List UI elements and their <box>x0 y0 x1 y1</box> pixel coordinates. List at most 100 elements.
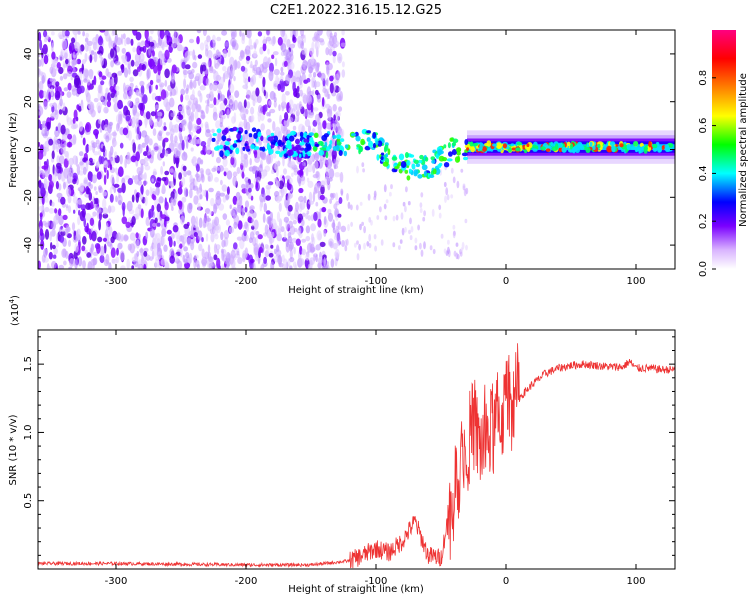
spectrogram-cell <box>85 32 90 38</box>
spectrogram-cell <box>241 134 246 142</box>
spectrogram-cell <box>320 184 325 195</box>
spectrogram-cell <box>173 171 177 180</box>
spectrogram-cell <box>262 76 266 88</box>
spectrogram-ridge-cell <box>526 143 530 147</box>
spectrogram-cell <box>253 242 259 253</box>
spectrogram-cell <box>174 141 179 148</box>
spectrogram-cell <box>129 243 135 254</box>
spectrogram-cell <box>100 245 105 257</box>
spectrogram-ridge-cell <box>466 147 470 151</box>
spectrogram-cell <box>103 124 109 132</box>
spectrogram-cell <box>38 31 42 42</box>
spectrogram-cell <box>154 217 158 224</box>
spectrogram-cell <box>205 104 209 115</box>
snr-y-label: SNR (10 * v/v) <box>8 414 19 485</box>
spectrogram-cell <box>332 50 337 57</box>
spectrogram-cell <box>262 213 266 224</box>
spectrogram-cell <box>132 142 136 154</box>
spectrogram-cell <box>373 190 377 198</box>
spectrogram-cell <box>146 145 149 153</box>
spectrogram-cell <box>250 106 255 115</box>
spectrogram-cell <box>127 63 131 70</box>
spectrogram-ridge-cell <box>253 132 258 139</box>
spectrogram-cell <box>293 246 296 255</box>
spectrogram-cell <box>121 54 128 64</box>
spectrogram-cell <box>213 203 218 214</box>
spectrogram-cell <box>326 108 330 114</box>
spectrogram-cell <box>109 186 113 195</box>
spectrogram-cell <box>99 254 105 264</box>
spectrogram-ridge-cell <box>432 168 437 175</box>
spectrogram-cell <box>241 36 246 45</box>
spectrogram-cell <box>49 77 54 82</box>
spectrogram-cell <box>148 41 155 47</box>
spectrogram-cell <box>103 160 109 168</box>
spectrogram-cell <box>98 185 102 191</box>
spectrogram-cell <box>462 183 466 189</box>
spectrogram-cell <box>223 240 227 247</box>
spectrogram-cell <box>225 219 230 226</box>
spectrogram-cell <box>44 169 49 178</box>
spectrogram-cell <box>105 135 110 143</box>
spectrogram-cell <box>345 238 349 246</box>
spectrogram-cell <box>242 71 249 80</box>
spectrogram-cell <box>69 45 73 54</box>
spectrogram-cell <box>409 217 412 225</box>
spectrogram-cell <box>110 48 114 59</box>
spectrogram-cell <box>252 165 258 171</box>
spectrogram-cell <box>64 227 69 237</box>
spectrogram-cell <box>56 192 63 199</box>
spectrogram-cell <box>335 192 339 201</box>
spectrogram-ridge-cell <box>212 133 217 137</box>
spectrogram-ridge-cell <box>221 135 227 142</box>
spectrogram-cell <box>233 112 237 123</box>
spectrogram-ridge-cell <box>609 141 616 147</box>
spectrogram-ridge-cell <box>630 146 636 150</box>
spectrogram-cell <box>161 228 167 237</box>
spectrogram-cell <box>299 89 303 97</box>
spectrogram-cell <box>64 52 68 60</box>
spectrogram-cell <box>139 80 145 87</box>
spectrogram-cell <box>309 155 314 162</box>
spectrogram-cell <box>82 260 86 269</box>
spectrogram-cell <box>455 252 459 260</box>
spectrogram-cell <box>392 242 396 248</box>
spectrogram-cell <box>189 79 193 89</box>
spectrogram-cell <box>117 166 124 177</box>
spectrogram-cell <box>152 168 157 176</box>
y-tick-label: 1.5 <box>23 356 34 372</box>
spectrogram-cell <box>206 215 210 222</box>
spectrogram-cell <box>71 88 78 96</box>
spectrogram-cell <box>149 118 153 126</box>
spectrogram-cell <box>51 244 56 250</box>
spectrogram-cell <box>310 223 316 232</box>
spectrogram-cell <box>41 75 45 84</box>
spectrogram-cell <box>197 230 203 241</box>
spectrogram-cell <box>155 104 159 110</box>
spectrogram-cell <box>72 123 79 129</box>
spectrogram-cell <box>233 75 236 82</box>
spectrogram-cell <box>314 152 320 161</box>
spectrogram-cell <box>135 151 140 162</box>
spectrogram-cell <box>85 160 91 166</box>
spectrogram-cell <box>64 30 70 37</box>
spectrogram-cell <box>249 158 252 166</box>
spectrogram-cell <box>228 94 234 106</box>
spectrogram-cell <box>278 218 283 228</box>
spectrogram-cell <box>265 195 271 201</box>
spectrogram-cell <box>161 125 164 134</box>
spectrogram-cell <box>130 155 137 163</box>
spectrogram-cell <box>236 204 242 213</box>
spectrogram-cell <box>250 114 255 122</box>
spectrogram-cell <box>58 109 63 115</box>
spectrogram-cell <box>132 47 136 53</box>
spectrogram-cell <box>273 177 278 183</box>
spectrogram-cell <box>149 186 153 197</box>
spectrogram-cell <box>229 204 232 210</box>
spectrogram-cell <box>193 254 199 259</box>
spectrogram-cell <box>295 30 298 37</box>
spectrogram-cell <box>197 202 201 211</box>
snr-frame <box>37 329 676 570</box>
spectrogram-cell <box>254 42 257 50</box>
spectrogram-cell <box>226 251 231 263</box>
